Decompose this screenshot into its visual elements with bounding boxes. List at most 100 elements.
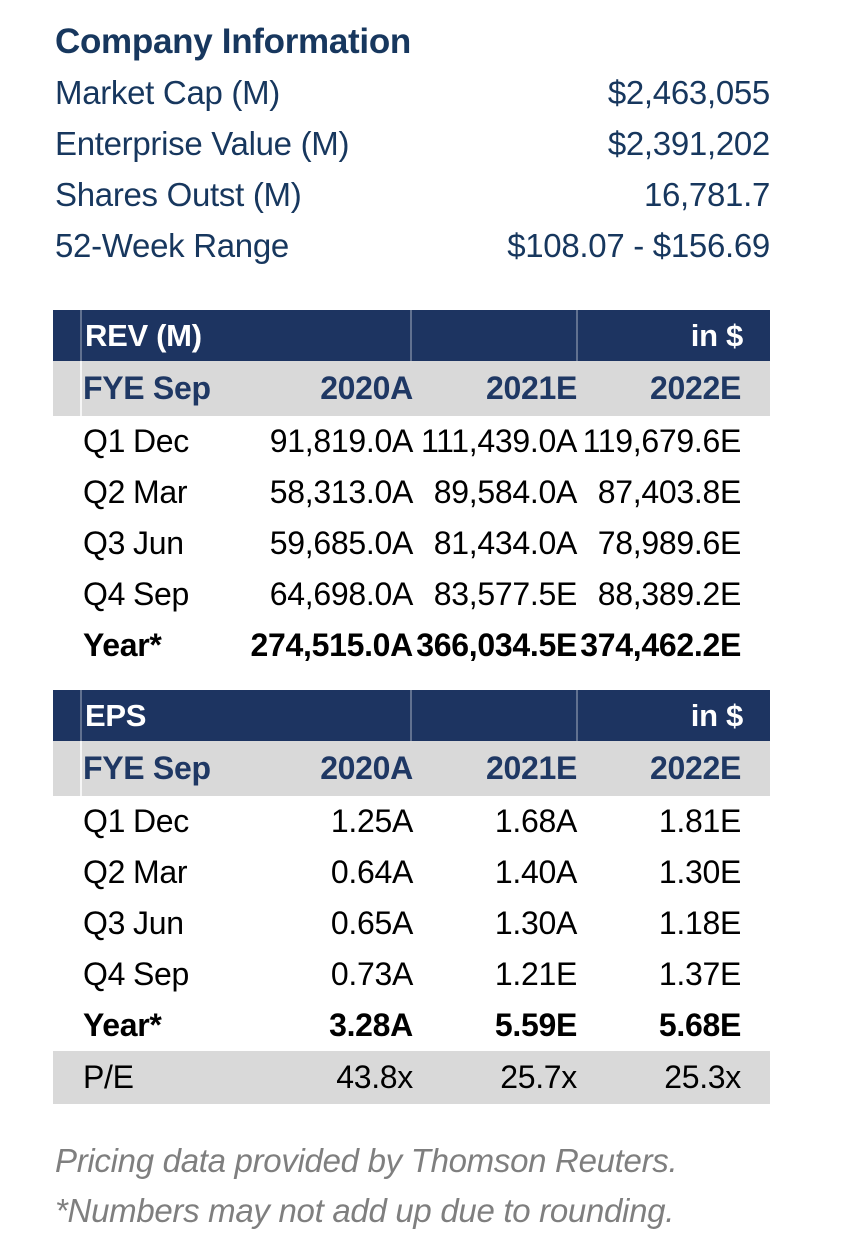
cell-value: 64,698.0A	[269, 576, 414, 612]
column-separator	[576, 310, 578, 361]
table-unit-label: in $	[690, 318, 744, 353]
info-value: 16,781.7	[643, 176, 770, 213]
company-information-title: Company Information	[55, 22, 411, 61]
table-row-year-total: Year* 3.28A 5.59E 5.68E	[53, 1000, 770, 1051]
info-value: $2,463,055	[607, 74, 770, 111]
column-separator	[576, 690, 578, 741]
info-label: Shares Outst (M)	[55, 176, 302, 213]
column-separator	[80, 361, 82, 416]
cell-value: 1.37E	[658, 956, 741, 992]
info-label: 52-Week Range	[55, 227, 289, 264]
cell-value: 58,313.0A	[269, 474, 414, 510]
quarter-label: Q4	[83, 576, 126, 612]
cell-value: 366,034.5E	[416, 627, 577, 663]
table-row: Q3 Jun 0.65A 1.30A 1.18E	[53, 898, 770, 949]
month-label: Mar	[133, 854, 188, 890]
table-row: Q1 Dec 91,819.0A 111,439.0A 119,679.6E	[53, 416, 770, 467]
year-total-label: Year*	[83, 627, 162, 663]
quarter-label: Q3	[83, 525, 126, 561]
cell-value: 274,515.0A	[250, 627, 414, 663]
fiscal-year-header: FYE Sep	[83, 750, 211, 786]
quarter-label: Q1	[83, 423, 126, 459]
column-separator	[80, 741, 82, 796]
cell-value: 119,679.6E	[582, 423, 742, 459]
table-row: Q4 Sep 0.73A 1.21E 1.37E	[53, 949, 770, 1000]
column-header-2020a: 2020A	[320, 370, 413, 406]
table-row: Q2 Mar 58,313.0A 89,584.0A 87,403.8E	[53, 467, 770, 518]
column-separator	[410, 310, 412, 361]
pricing-source-note: Pricing data provided by Thomson Reuters…	[55, 1142, 678, 1179]
cell-value: 1.30E	[658, 854, 741, 890]
month-label: Mar	[133, 474, 188, 510]
cell-value: 1.68A	[494, 803, 577, 839]
month-label: Dec	[133, 803, 190, 839]
info-row-shares-outstanding: Shares Outst (M) 16,781.7	[55, 169, 770, 220]
info-value: $2,391,202	[607, 125, 770, 162]
info-row-enterprise-value: Enterprise Value (M) $2,391,202	[55, 118, 770, 169]
column-header-2021e: 2021E	[485, 370, 577, 406]
month-label: Sep	[133, 576, 190, 612]
pe-label: P/E	[83, 1059, 134, 1095]
cell-value: 374,462.2E	[580, 627, 741, 663]
info-row-market-cap: Market Cap (M) $2,463,055	[55, 67, 770, 118]
cell-value: 111,439.0A	[421, 423, 577, 459]
cell-value: 5.59E	[494, 1007, 577, 1043]
cell-value: 1.25A	[330, 803, 413, 839]
info-value: $108.07 - $156.69	[507, 227, 770, 264]
cell-value: 1.18E	[658, 905, 741, 941]
year-total-label: Year*	[83, 1007, 162, 1043]
cell-value: 1.81E	[658, 803, 741, 839]
column-separator	[410, 690, 412, 741]
eps-table: EPS in $ FYE Sep 2020A 2021E 2022E Q1 De…	[53, 690, 770, 1104]
cell-value: 25.3x	[664, 1059, 741, 1095]
column-header-2022e: 2022E	[649, 370, 741, 406]
month-label: Sep	[133, 956, 190, 992]
cell-value: 3.28A	[329, 1007, 413, 1043]
fiscal-year-header: FYE Sep	[83, 370, 211, 406]
cell-value: 87,403.8E	[597, 474, 742, 510]
column-header-2020a: 2020A	[320, 750, 413, 786]
table-row: Q1 Dec 1.25A 1.68A 1.81E	[53, 796, 770, 847]
cell-value: 0.73A	[330, 956, 413, 992]
revenue-table-header-row: FYE Sep 2020A 2021E 2022E	[53, 361, 770, 416]
cell-value: 25.7x	[500, 1059, 577, 1095]
table-row: Q2 Mar 0.64A 1.40A 1.30E	[53, 847, 770, 898]
month-label: Jun	[133, 905, 184, 941]
cell-value: 78,989.6E	[597, 525, 742, 561]
quarter-label: Q4	[83, 956, 126, 992]
cell-value: 59,685.0A	[269, 525, 414, 561]
quarter-label: Q2	[83, 474, 126, 510]
column-separator	[80, 690, 82, 741]
table-row-pe-ratio: P/E 43.8x 25.7x 25.3x	[53, 1051, 770, 1104]
info-label: Enterprise Value (M)	[55, 125, 350, 162]
cell-value: 83,577.5E	[433, 576, 578, 612]
cell-value: 5.68E	[658, 1007, 741, 1043]
table-unit-label: in $	[690, 698, 744, 733]
revenue-table-title-band: REV (M) in $	[53, 310, 770, 361]
table-row: Q3 Jun 59,685.0A 81,434.0A 78,989.6E	[53, 518, 770, 569]
table-row: Q4 Sep 64,698.0A 83,577.5E 88,389.2E	[53, 569, 770, 620]
quarter-label: Q1	[83, 803, 126, 839]
cell-value: 88,389.2E	[597, 576, 742, 612]
cell-value: 1.30A	[494, 905, 577, 941]
cell-value: 0.65A	[330, 905, 413, 941]
eps-table-title-band: EPS in $	[53, 690, 770, 741]
cell-value: 1.40A	[494, 854, 577, 890]
rounding-note: *Numbers may not add up due to rounding.	[55, 1192, 675, 1229]
footnotes: Pricing data provided by Thomson Reuters…	[55, 1136, 795, 1236]
quarter-label: Q2	[83, 854, 126, 890]
table-title: EPS	[85, 698, 147, 733]
cell-value: 81,434.0A	[433, 525, 578, 561]
cell-value: 1.21E	[494, 956, 577, 992]
cell-value: 43.8x	[336, 1059, 413, 1095]
column-separator	[80, 310, 82, 361]
cell-value: 91,819.0A	[269, 423, 414, 459]
month-label: Dec	[133, 423, 190, 459]
column-header-2022e: 2022E	[649, 750, 741, 786]
info-label: Market Cap (M)	[55, 74, 280, 111]
revenue-table: REV (M) in $ FYE Sep 2020A 2021E 2022E Q…	[53, 310, 770, 671]
info-row-52-week-range: 52-Week Range $108.07 - $156.69	[55, 220, 770, 271]
table-row-year-total: Year* 274,515.0A 366,034.5E 374,462.2E	[53, 620, 770, 671]
column-header-2021e: 2021E	[485, 750, 577, 786]
